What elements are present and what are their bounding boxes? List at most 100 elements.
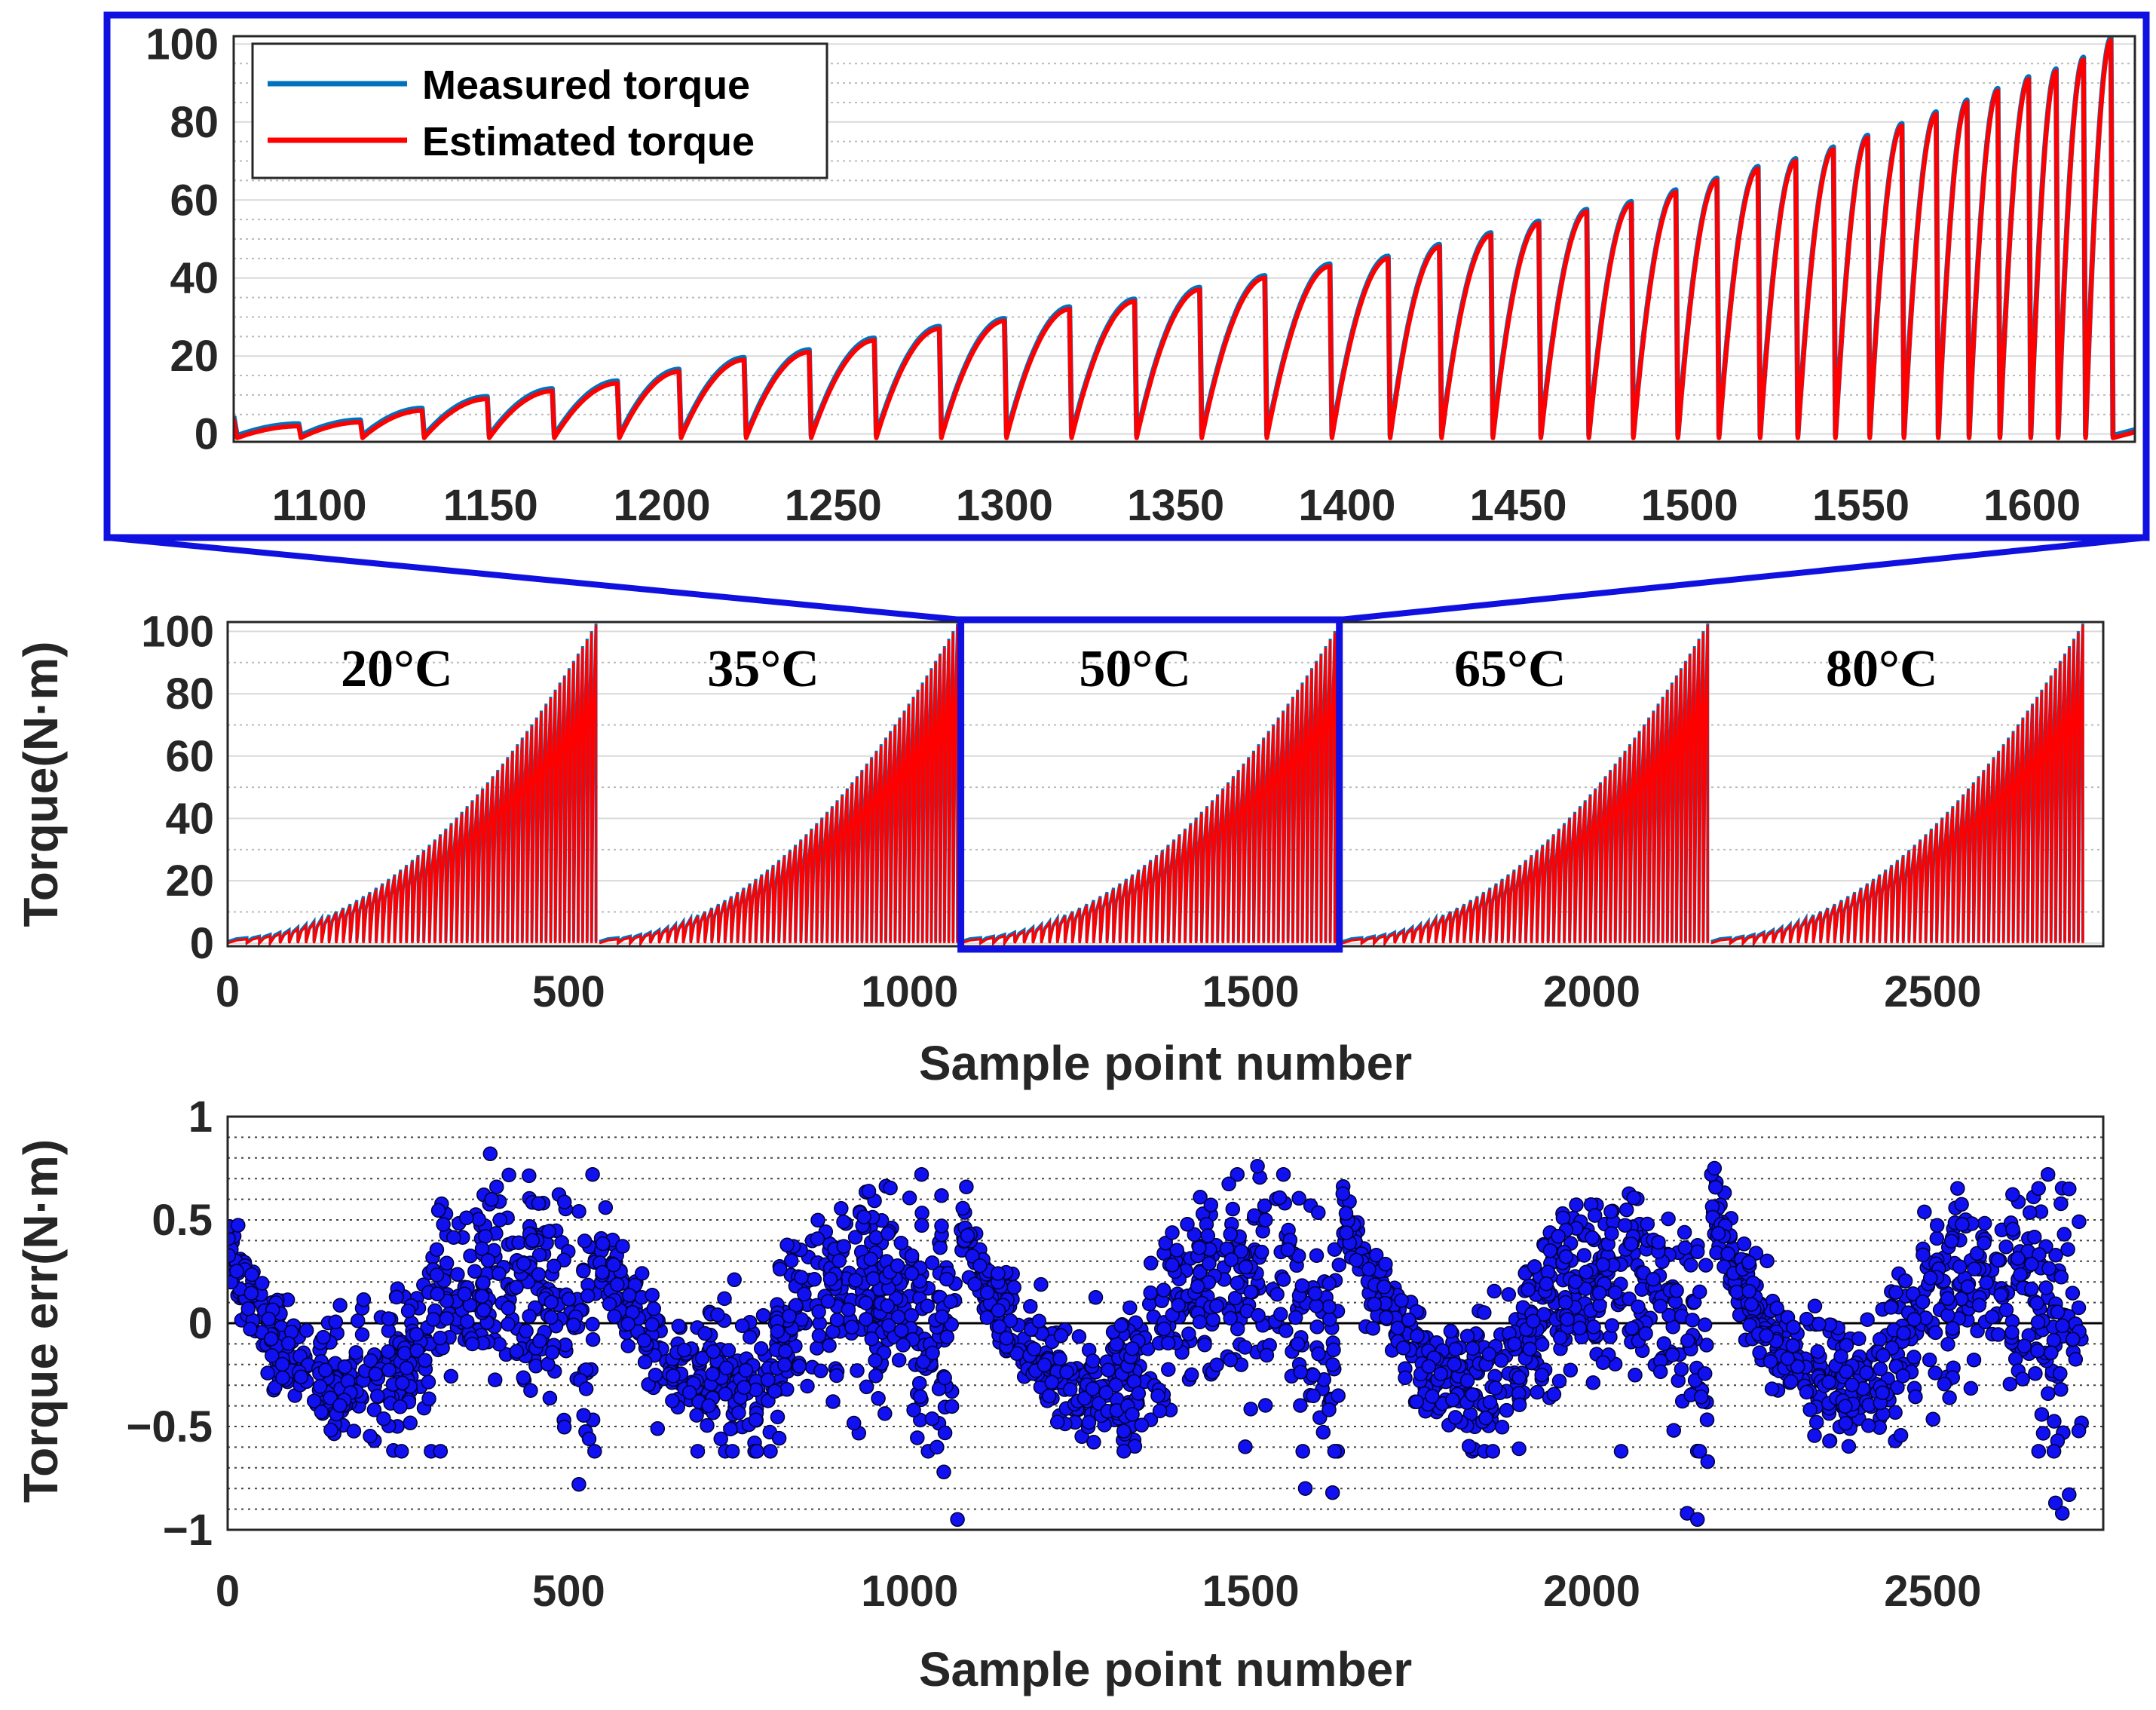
error-point (1511, 1441, 1527, 1457)
error-point (1507, 1336, 1522, 1352)
error-point (1158, 1236, 1173, 1251)
error-point (1546, 1387, 1562, 1402)
temperature-label: 50°C (1079, 640, 1191, 698)
error-point (1409, 1394, 1424, 1409)
error-point (1674, 1362, 1689, 1377)
error-point (2068, 1352, 2084, 1367)
error-point (944, 1316, 959, 1332)
error-point (829, 1368, 844, 1384)
error-point (645, 1317, 660, 1332)
error-point (1116, 1444, 1132, 1459)
error-point (484, 1192, 499, 1207)
error-outlier-point (1297, 1481, 1313, 1496)
error-point (1607, 1285, 1623, 1301)
error-point (1530, 1384, 1545, 1400)
error-point (544, 1310, 559, 1325)
error-point (910, 1430, 925, 1445)
error-point (2038, 1280, 2053, 1295)
error-point (868, 1353, 883, 1368)
error-point (836, 1214, 851, 1230)
error-point (430, 1203, 446, 1218)
error-point (1555, 1210, 1571, 1226)
error-point (1377, 1279, 1392, 1295)
error-point (1131, 1386, 1147, 1401)
error-point (1666, 1423, 1682, 1438)
error-point (516, 1256, 531, 1271)
error-point (1169, 1243, 1184, 1258)
error-point (433, 1444, 449, 1459)
error-point (576, 1408, 591, 1423)
error-point (1459, 1373, 1475, 1389)
error-point (1762, 1353, 1778, 1369)
error-point (606, 1257, 621, 1273)
error-point (328, 1314, 344, 1330)
error-point (1156, 1321, 1171, 1337)
error-point (859, 1379, 874, 1395)
error-point (1230, 1276, 1245, 1291)
error-ytick-label: −0.5 (127, 1402, 213, 1451)
zoom-legend[interactable]: Measured torque Estimated torque (251, 42, 828, 179)
error-point (580, 1289, 596, 1304)
full-ylabel: Torque(N·m) (14, 641, 68, 927)
error-point (1925, 1411, 1940, 1427)
error-point (1339, 1225, 1354, 1240)
error-point (782, 1308, 797, 1324)
error-point (1293, 1398, 1308, 1413)
error-point (1395, 1341, 1411, 1356)
error-point (463, 1248, 478, 1264)
error-point (1493, 1353, 1509, 1368)
zoom-ytick-label: 100 (145, 20, 219, 69)
error-point (274, 1356, 290, 1372)
error-point (585, 1332, 601, 1347)
error-point (1872, 1332, 1888, 1347)
error-outlier-point (2047, 1495, 2063, 1511)
error-point (718, 1360, 734, 1376)
error-point (1759, 1253, 1775, 1269)
error-point (393, 1399, 408, 1414)
error-point (531, 1247, 547, 1263)
error-point (368, 1366, 384, 1382)
error-point (480, 1252, 496, 1268)
error-point (1807, 1428, 1822, 1443)
error-point (863, 1252, 878, 1267)
error-point (1940, 1291, 1955, 1307)
error-point (1631, 1299, 1646, 1314)
error-point (1338, 1206, 1354, 1221)
error-point (811, 1304, 826, 1319)
error-point (1113, 1318, 1129, 1333)
error-point (1527, 1259, 1542, 1274)
error-point (880, 1298, 896, 1313)
full-xtick-label: 1500 (1202, 967, 1300, 1016)
error-point (1378, 1256, 1393, 1272)
error-point (260, 1365, 275, 1381)
error-point (723, 1421, 738, 1437)
error-point (2035, 1426, 2051, 1441)
error-point (2034, 1407, 2050, 1422)
full-estimated-line (1710, 625, 2084, 946)
error-point (2002, 1376, 2018, 1392)
error-point (1579, 1264, 1594, 1279)
error-point (807, 1272, 822, 1287)
error-point (965, 1249, 980, 1264)
error-point (1585, 1375, 1601, 1390)
error-point (1401, 1312, 1416, 1328)
error-point (1152, 1403, 1168, 1419)
error-point (1335, 1186, 1351, 1201)
full-xlabel: Sample point number (919, 1036, 1412, 1090)
error-point (859, 1311, 874, 1327)
error-point (914, 1206, 929, 1221)
error-point (1883, 1300, 1899, 1315)
error-point (1311, 1205, 1326, 1221)
error-point (861, 1184, 877, 1199)
error-point (749, 1444, 764, 1459)
error-point (694, 1350, 710, 1366)
error-point (2015, 1371, 2030, 1387)
error-point (1613, 1444, 1629, 1459)
error-point (1306, 1388, 1321, 1404)
error-point (959, 1179, 974, 1194)
error-point (1309, 1319, 1325, 1335)
error-point (1482, 1395, 1498, 1410)
error-point (439, 1310, 455, 1326)
error-point (755, 1307, 771, 1323)
error-point (1769, 1301, 1784, 1316)
